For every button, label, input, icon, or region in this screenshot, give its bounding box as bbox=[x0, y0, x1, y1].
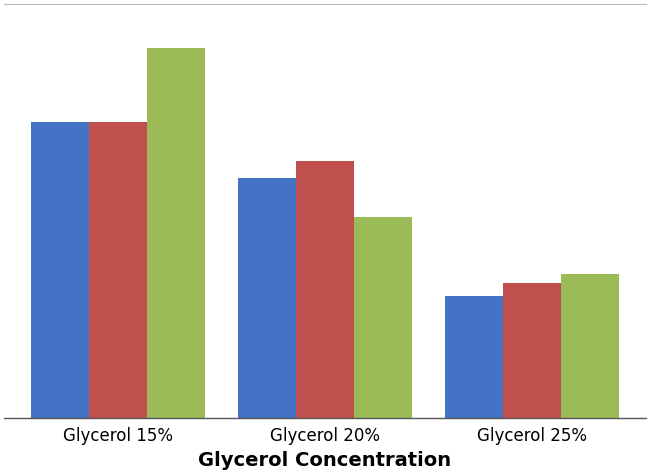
Bar bbox=[31, 122, 89, 418]
Bar bbox=[445, 296, 503, 418]
Bar bbox=[296, 161, 354, 418]
Bar bbox=[503, 283, 561, 418]
Bar bbox=[354, 218, 412, 418]
Bar bbox=[89, 122, 147, 418]
Bar bbox=[147, 48, 205, 418]
X-axis label: Glycerol Concentration: Glycerol Concentration bbox=[198, 451, 452, 470]
Bar bbox=[561, 274, 619, 418]
Bar bbox=[238, 178, 296, 418]
